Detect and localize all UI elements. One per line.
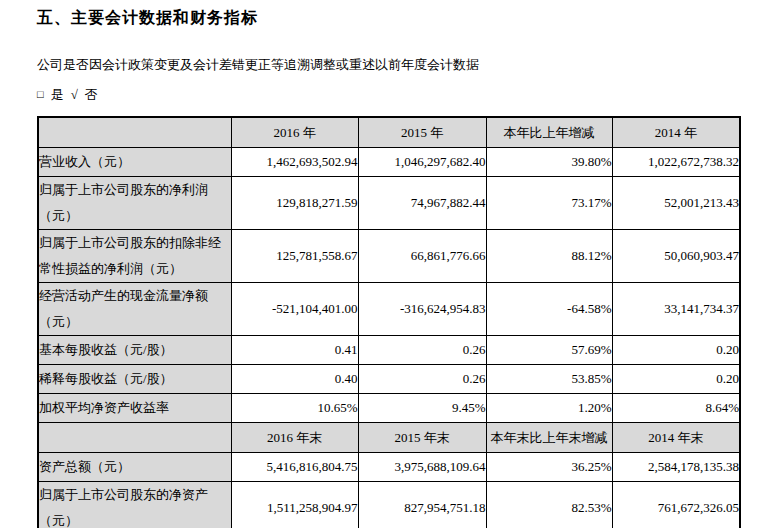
table-header-row: 2016 年末2015 年末本年末比上年末增减2014 年末	[38, 423, 740, 453]
no-label: 否	[85, 87, 98, 102]
value-cell: -521,104,401.00	[231, 283, 358, 336]
row-label-cell: 加权平均净资产收益率	[38, 394, 231, 423]
table-row: 营业收入（元）1,462,693,502.941,046,297,682.403…	[38, 148, 740, 177]
table-header-row: 2016 年2015 年本年比上年增减2014 年	[38, 117, 740, 148]
value-cell: 0.26	[358, 336, 486, 365]
row-label-cell: 归属于上市公司股东的净资产（元）	[38, 482, 231, 528]
value-cell: 50,060,903.47	[612, 230, 740, 283]
value-cell: 39.80%	[486, 148, 612, 177]
value-cell: 0.40	[231, 365, 358, 394]
column-header-cell: 2015 年末	[358, 423, 486, 453]
value-cell: 57.69%	[486, 336, 612, 365]
value-cell: 0.41	[231, 336, 358, 365]
checkmark-icon: √	[71, 87, 78, 102]
value-cell: 82.53%	[486, 482, 612, 528]
table-row: 归属于上市公司股东的扣除非经常性损益的净利润（元）125,781,558.676…	[38, 230, 740, 283]
table-row: 稀释每股收益（元/股）0.400.2653.85%0.20	[38, 365, 740, 394]
value-cell: 74,967,882.44	[358, 177, 486, 230]
column-header-cell: 2014 年末	[612, 423, 740, 453]
value-cell: 1,022,672,738.32	[612, 148, 740, 177]
table-row: 归属于上市公司股东的净利润（元）129,818,271.5974,967,882…	[38, 177, 740, 230]
value-cell: 2,584,178,135.38	[612, 453, 740, 482]
value-cell: 10.65%	[231, 394, 358, 423]
column-header-cell: 2016 年	[231, 117, 358, 148]
value-cell: 129,818,271.59	[231, 177, 358, 230]
yes-label: 是	[51, 87, 64, 102]
value-cell: 88.12%	[486, 230, 612, 283]
column-header-cell	[38, 117, 231, 148]
value-cell: 1,046,297,682.40	[358, 148, 486, 177]
column-header-cell	[38, 423, 231, 453]
column-header-cell: 本年比上年增减	[486, 117, 612, 148]
table-row: 归属于上市公司股东的净资产（元）1,511,258,904.97827,954,…	[38, 482, 740, 528]
column-header-cell: 本年末比上年末增减	[486, 423, 612, 453]
row-label-cell: 归属于上市公司股东的净利润（元）	[38, 177, 231, 230]
row-label-cell: 经营活动产生的现金流量净额（元）	[38, 283, 231, 336]
value-cell: -316,624,954.83	[358, 283, 486, 336]
row-label-cell: 基本每股收益（元/股）	[38, 336, 231, 365]
value-cell: 761,672,326.05	[612, 482, 740, 528]
value-cell: 73.17%	[486, 177, 612, 230]
yes-no-choice-line: □ 是 √ 否	[37, 86, 775, 104]
column-header-cell: 2016 年末	[231, 423, 358, 453]
restatement-question-text: 公司是否因会计政策变更及会计差错更正等追溯调整或重述以前年度会计数据	[37, 56, 775, 74]
column-header-cell: 2014 年	[612, 117, 740, 148]
value-cell: 0.20	[612, 365, 740, 394]
value-cell: 125,781,558.67	[231, 230, 358, 283]
value-cell: 33,141,734.37	[612, 283, 740, 336]
table-row: 基本每股收益（元/股）0.410.2657.69%0.20	[38, 336, 740, 365]
value-cell: -64.58%	[486, 283, 612, 336]
value-cell: 1,462,693,502.94	[231, 148, 358, 177]
document-page: 五、主要会计数据和财务指标 公司是否因会计政策变更及会计差错更正等追溯调整或重述…	[0, 0, 775, 528]
row-label-cell: 营业收入（元）	[38, 148, 231, 177]
section-title: 五、主要会计数据和财务指标	[37, 8, 775, 29]
value-cell: 53.85%	[486, 365, 612, 394]
value-cell: 36.25%	[486, 453, 612, 482]
table-row: 加权平均净资产收益率10.65%9.45%1.20%8.64%	[38, 394, 740, 423]
value-cell: 1,511,258,904.97	[231, 482, 358, 528]
table-row: 资产总额（元）5,416,816,804.753,975,688,109.643…	[38, 453, 740, 482]
value-cell: 9.45%	[358, 394, 486, 423]
value-cell: 827,954,751.18	[358, 482, 486, 528]
table-row: 经营活动产生的现金流量净额（元）-521,104,401.00-316,624,…	[38, 283, 740, 336]
row-label-cell: 资产总额（元）	[38, 453, 231, 482]
value-cell: 52,001,213.43	[612, 177, 740, 230]
column-header-cell: 2015 年	[358, 117, 486, 148]
row-label-cell: 归属于上市公司股东的扣除非经常性损益的净利润（元）	[38, 230, 231, 283]
value-cell: 0.20	[612, 336, 740, 365]
value-cell: 66,861,776.66	[358, 230, 486, 283]
value-cell: 3,975,688,109.64	[358, 453, 486, 482]
financial-indicators-table: 2016 年2015 年本年比上年增减2014 年营业收入（元）1,462,69…	[37, 116, 741, 528]
value-cell: 8.64%	[612, 394, 740, 423]
row-label-cell: 稀释每股收益（元/股）	[38, 365, 231, 394]
value-cell: 0.26	[358, 365, 486, 394]
checkbox-unchecked-icon: □	[37, 88, 44, 100]
value-cell: 5,416,816,804.75	[231, 453, 358, 482]
value-cell: 1.20%	[486, 394, 612, 423]
